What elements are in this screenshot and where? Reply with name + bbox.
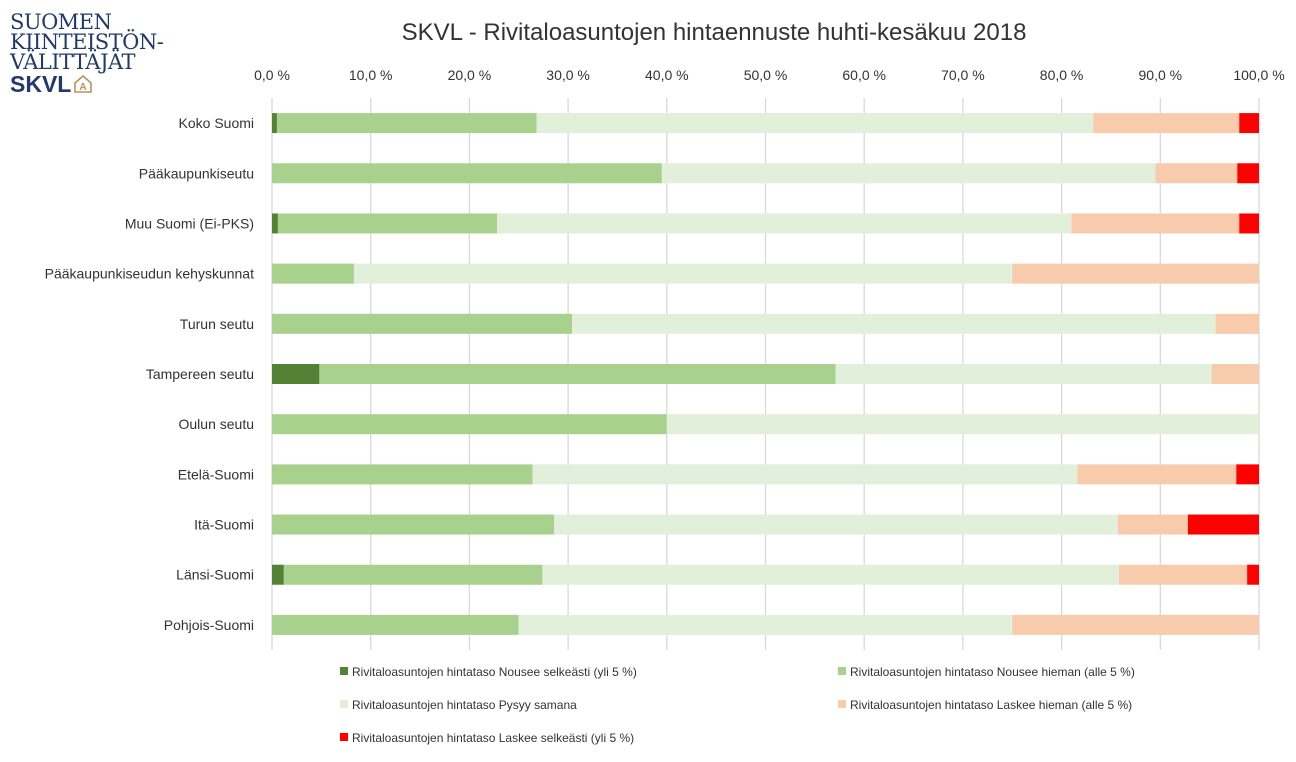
- logo-line-1: SUOMEN: [10, 10, 112, 34]
- x-tick-label: 30,0 %: [546, 67, 590, 83]
- legend-swatch: [340, 667, 348, 675]
- bar-segment: [272, 263, 354, 284]
- legend-swatch: [838, 667, 846, 675]
- bar-segment: [1247, 564, 1259, 585]
- bar-segment: [272, 414, 667, 435]
- bar-segment: [272, 364, 320, 384]
- bar-segment: [1187, 514, 1259, 535]
- bars: [272, 113, 1259, 635]
- bar-segment: [272, 614, 519, 635]
- category-label: Etelä-Suomi: [178, 466, 254, 482]
- category-label: Pohjois-Suomi: [164, 617, 254, 633]
- x-tick-label: 20,0 %: [448, 67, 492, 83]
- legend-swatch: [340, 733, 348, 741]
- bar-segment: [1239, 213, 1259, 234]
- category-label: Oulun seutu: [179, 416, 255, 432]
- bar-segment: [277, 213, 498, 234]
- bar-segment: [319, 364, 836, 384]
- bar-segment: [835, 364, 1212, 384]
- bar-segment: [1237, 163, 1259, 184]
- logo-brand-text: SKVL: [10, 71, 72, 97]
- legend-label: Rivitaloasuntojen hintataso Nousee selke…: [352, 665, 637, 679]
- skvl-logo: SUOMEN KIINTEISTÖN- VÄLITTÄJÄT SKVL A: [10, 10, 170, 97]
- x-tick-label: 50,0 %: [744, 67, 788, 83]
- logo-line-3: VÄLITTÄJÄT: [10, 50, 136, 74]
- legend-label: Rivitaloasuntojen hintataso Laskee hiema…: [850, 698, 1132, 712]
- bar-segment: [1155, 163, 1238, 184]
- bar-segment: [1215, 313, 1259, 334]
- bar-segment: [554, 514, 1118, 535]
- bar-segment: [542, 564, 1119, 585]
- bar-segment: [661, 163, 1156, 184]
- bar-segment: [532, 464, 1078, 485]
- bar-segment: [276, 113, 537, 134]
- x-tick-label: 60,0 %: [842, 67, 886, 83]
- bar-segment: [1012, 614, 1259, 635]
- bar-segment: [1211, 364, 1259, 384]
- bar-segment: [272, 163, 662, 184]
- legend: Rivitaloasuntojen hintataso Nousee selke…: [340, 665, 1135, 745]
- bar-segment: [272, 464, 533, 485]
- legend-swatch: [340, 700, 348, 708]
- house-badge-icon: A: [74, 75, 93, 93]
- bar-segment: [272, 113, 277, 134]
- legend-swatch: [838, 700, 846, 708]
- bar-segment: [497, 213, 1072, 234]
- bar-segment: [1093, 113, 1240, 134]
- bar-segment: [353, 263, 1013, 284]
- bar-segment: [283, 564, 543, 585]
- category-label: Muu Suomi (Ei-PKS): [125, 215, 254, 231]
- x-tick-label: 10,0 %: [349, 67, 393, 83]
- bar-segment: [272, 313, 573, 334]
- chart-title: SKVL - Rivitaloasuntojen hintaennuste hu…: [402, 19, 1027, 46]
- bar-segment: [272, 213, 278, 234]
- bar-segment: [1071, 213, 1240, 234]
- logo-brand: SKVL A: [10, 72, 170, 96]
- category-label: Turun seutu: [180, 316, 254, 332]
- category-label: Länsi-Suomi: [176, 567, 254, 583]
- bar-segment: [518, 614, 1013, 635]
- bar-segment: [1236, 464, 1259, 485]
- bar-segment: [1077, 464, 1237, 485]
- bar-segment: [1117, 514, 1188, 535]
- category-label: Tampereen seutu: [146, 366, 254, 382]
- bar-segment: [572, 313, 1216, 334]
- x-tick-label: 100,0 %: [1233, 67, 1284, 83]
- bar-segment: [536, 113, 1094, 134]
- category-label: Pääkaupunkiseudun kehyskunnat: [45, 266, 254, 282]
- x-tick-label: 40,0 %: [645, 67, 689, 83]
- x-tick-label: 0,0 %: [254, 67, 290, 83]
- x-tick-label: 90,0 %: [1139, 67, 1183, 83]
- category-labels: Koko Suomi Pääkaupunkiseutu Muu Suomi (Ei-…: [45, 115, 254, 633]
- legend-label: Rivitaloasuntojen hintataso Nousee hiema…: [850, 665, 1135, 679]
- category-label: Itä-Suomi: [194, 517, 254, 533]
- bar-segment: [272, 514, 555, 535]
- x-axis-ticks: 0,0 % 10,0 % 20,0 % 30,0 % 40,0 % 50,0 % 60,0 …: [254, 67, 1285, 83]
- bar-segment: [1012, 263, 1259, 284]
- logo-line-2: KIINTEISTÖN-: [10, 30, 164, 54]
- bar-segment: [666, 414, 1259, 435]
- bar-segment: [1239, 113, 1259, 134]
- x-tick-label: 70,0 %: [941, 67, 985, 83]
- legend-label: Rivitaloasuntojen hintataso Laskee selke…: [352, 731, 634, 745]
- bar-segment: [272, 564, 284, 585]
- category-label: Pääkaupunkiseutu: [139, 165, 254, 181]
- legend-label: Rivitaloasuntojen hintataso Pysyy samana: [352, 698, 577, 712]
- category-label: Koko Suomi: [179, 115, 254, 131]
- bar-segment: [1118, 564, 1248, 585]
- x-tick-label: 80,0 %: [1040, 67, 1084, 83]
- badge-letter: A: [80, 82, 87, 93]
